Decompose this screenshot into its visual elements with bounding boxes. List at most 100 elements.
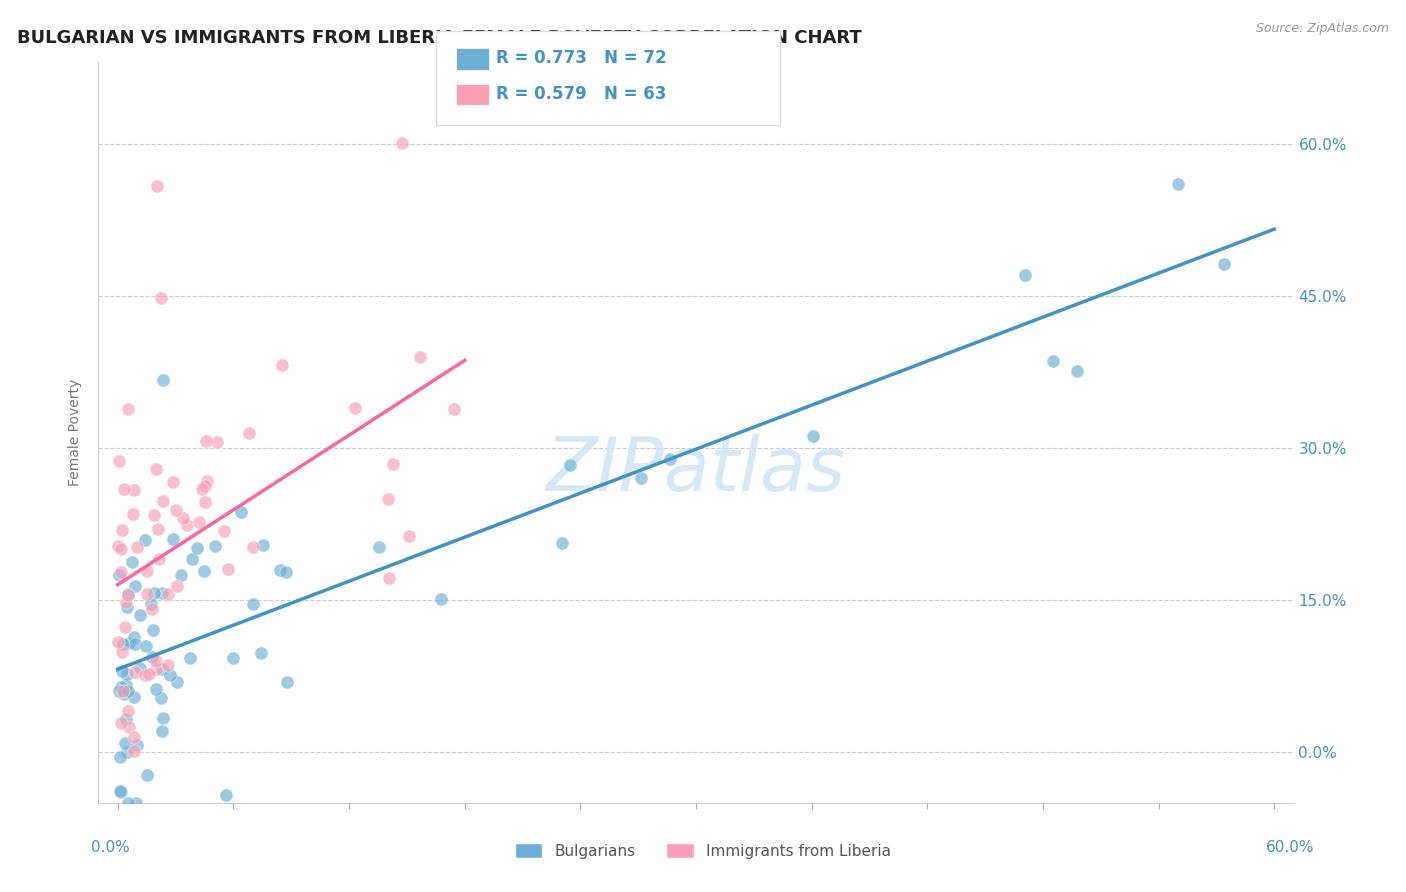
Point xyxy=(250,646,273,660)
Point xyxy=(110,680,132,694)
Point xyxy=(112,684,135,698)
Point xyxy=(242,597,264,611)
Point xyxy=(122,730,145,744)
Point xyxy=(152,711,174,725)
Point xyxy=(110,542,132,557)
Point xyxy=(114,482,136,496)
Point xyxy=(118,720,141,734)
Point xyxy=(398,529,420,543)
Point xyxy=(146,179,169,194)
Point xyxy=(114,736,136,750)
Point xyxy=(165,503,187,517)
Point xyxy=(194,434,217,449)
Point xyxy=(112,687,135,701)
Point xyxy=(176,518,198,533)
Point xyxy=(111,637,134,651)
Text: R = 0.579   N = 63: R = 0.579 N = 63 xyxy=(496,85,666,103)
Point xyxy=(117,745,139,759)
Point xyxy=(145,681,167,696)
Point xyxy=(150,724,173,739)
Point xyxy=(150,291,173,305)
Point xyxy=(108,454,131,468)
Point xyxy=(122,744,145,758)
Point xyxy=(409,350,432,364)
Point xyxy=(391,136,413,150)
Point xyxy=(443,401,465,416)
Point xyxy=(136,768,159,782)
Point xyxy=(1167,177,1189,191)
Point xyxy=(560,458,582,473)
Point xyxy=(135,564,157,578)
Point xyxy=(378,571,401,585)
Point xyxy=(111,664,134,678)
Point xyxy=(110,566,132,580)
Point xyxy=(368,540,391,554)
Point xyxy=(252,539,274,553)
Point xyxy=(122,483,145,497)
Point xyxy=(381,457,404,471)
Point xyxy=(162,532,184,546)
Point xyxy=(166,579,188,593)
Point xyxy=(179,651,201,665)
Point xyxy=(152,373,174,387)
Point xyxy=(124,690,146,705)
Point xyxy=(159,668,181,682)
Point xyxy=(108,750,131,764)
Point xyxy=(145,662,167,676)
Point xyxy=(377,491,399,506)
Point xyxy=(194,479,217,493)
Point xyxy=(115,712,138,726)
Point xyxy=(110,785,132,799)
Point xyxy=(204,539,226,553)
Text: R = 0.773   N = 72: R = 0.773 N = 72 xyxy=(496,49,666,67)
Point xyxy=(1042,353,1064,368)
Point xyxy=(108,684,131,698)
Point xyxy=(145,654,167,668)
Point xyxy=(148,551,170,566)
Point xyxy=(134,533,156,547)
Point xyxy=(111,645,134,659)
Point xyxy=(138,667,160,681)
Point xyxy=(170,568,193,582)
Point xyxy=(142,586,165,600)
Point xyxy=(114,595,136,609)
Point xyxy=(136,587,159,601)
Point xyxy=(186,541,208,555)
Point xyxy=(215,788,238,802)
Point xyxy=(156,657,179,672)
Point xyxy=(125,540,148,554)
Point xyxy=(125,738,148,752)
Point xyxy=(107,567,129,582)
Point xyxy=(125,796,148,810)
Point xyxy=(124,637,146,651)
Point xyxy=(156,587,179,601)
Point xyxy=(271,359,294,373)
Point xyxy=(135,640,157,654)
Text: ZIPatlas: ZIPatlas xyxy=(546,434,846,506)
Point xyxy=(121,507,143,521)
Point xyxy=(117,589,139,603)
Point xyxy=(115,600,138,615)
Point xyxy=(242,541,264,555)
Point xyxy=(117,666,139,681)
Point xyxy=(129,608,152,623)
Text: 60.0%: 60.0% xyxy=(1267,840,1315,855)
Point xyxy=(274,565,297,579)
Point xyxy=(217,562,239,576)
Point xyxy=(124,631,146,645)
Point xyxy=(114,620,136,634)
Point xyxy=(630,471,652,485)
Text: BULGARIAN VS IMMIGRANTS FROM LIBERIA FEMALE POVERTY CORRELATION CHART: BULGARIAN VS IMMIGRANTS FROM LIBERIA FEM… xyxy=(17,29,862,46)
Point xyxy=(107,539,129,553)
Point xyxy=(141,602,163,616)
Text: Source: ZipAtlas.com: Source: ZipAtlas.com xyxy=(1256,22,1389,36)
Point xyxy=(430,591,453,606)
Point xyxy=(124,665,146,680)
Y-axis label: Female Poverty: Female Poverty xyxy=(69,379,83,486)
Point xyxy=(659,452,682,467)
Point xyxy=(180,552,202,566)
Point xyxy=(207,434,229,449)
Point xyxy=(193,565,215,579)
Point xyxy=(124,578,146,592)
Point xyxy=(142,508,165,522)
